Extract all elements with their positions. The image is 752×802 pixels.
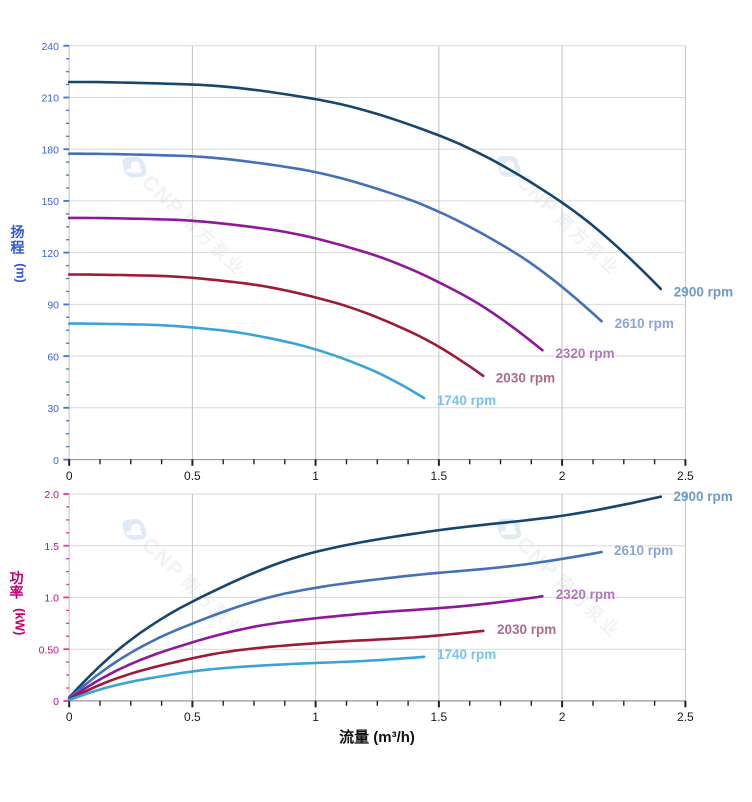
svg-text:1: 1: [312, 710, 319, 724]
svg-text:30: 30: [47, 403, 59, 415]
svg-text:0.50: 0.50: [39, 644, 60, 656]
svg-text:1740 rpm: 1740 rpm: [437, 647, 496, 662]
svg-text:2030 rpm: 2030 rpm: [497, 622, 556, 637]
svg-text:2320 rpm: 2320 rpm: [555, 346, 614, 361]
svg-text:(m): (m): [14, 263, 28, 282]
svg-text:流量 (m³/h): 流量 (m³/h): [339, 728, 415, 746]
svg-text:0: 0: [53, 455, 59, 467]
svg-text:(kW): (kW): [13, 608, 27, 635]
svg-text:扬: 扬: [11, 224, 25, 240]
svg-text:1.0: 1.0: [44, 593, 59, 605]
svg-text:0: 0: [53, 696, 59, 708]
svg-text:2900 rpm: 2900 rpm: [674, 284, 733, 299]
svg-text:180: 180: [41, 144, 59, 156]
svg-text:2.5: 2.5: [677, 710, 694, 724]
svg-text:2.0: 2.0: [44, 489, 59, 501]
svg-text:1740 rpm: 1740 rpm: [437, 393, 496, 408]
svg-text:0: 0: [66, 710, 73, 724]
svg-text:210: 210: [41, 93, 59, 105]
svg-text:240: 240: [41, 41, 59, 53]
svg-text:2030 rpm: 2030 rpm: [496, 371, 555, 386]
svg-text:1: 1: [312, 469, 319, 483]
svg-text:1.5: 1.5: [431, 469, 448, 483]
svg-text:0: 0: [66, 469, 73, 483]
svg-text:2610 rpm: 2610 rpm: [615, 316, 674, 331]
svg-text:2.5: 2.5: [677, 469, 694, 483]
svg-text:150: 150: [41, 196, 59, 208]
svg-text:2: 2: [559, 710, 566, 724]
svg-text:2900 rpm: 2900 rpm: [674, 489, 733, 504]
svg-text:60: 60: [47, 351, 59, 363]
svg-text:2: 2: [559, 469, 566, 483]
svg-text:0.5: 0.5: [184, 469, 201, 483]
svg-text:120: 120: [41, 248, 59, 260]
svg-text:功: 功: [10, 570, 24, 586]
svg-text:2320 rpm: 2320 rpm: [556, 587, 615, 602]
svg-text:1.5: 1.5: [44, 541, 59, 553]
svg-text:1.5: 1.5: [431, 710, 448, 724]
svg-text:率: 率: [10, 585, 24, 601]
svg-text:0.5: 0.5: [184, 710, 201, 724]
svg-text:程: 程: [11, 240, 25, 256]
svg-text:2610 rpm: 2610 rpm: [614, 543, 673, 558]
svg-text:90: 90: [47, 300, 59, 312]
